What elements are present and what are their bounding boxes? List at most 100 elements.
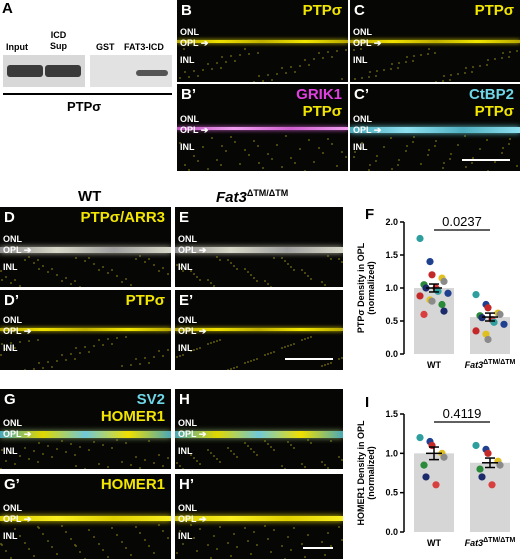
retina-layer-labels: ONL OPL ➔ INL: [178, 503, 207, 541]
micrograph-panel-e2: E’ ONL OPL ➔ INL: [175, 290, 343, 370]
opl-signal-band: [0, 328, 171, 331]
retina-layer-labels: ONL OPL ➔ INL: [3, 315, 32, 353]
panel-label: H: [179, 391, 190, 408]
opl-signal-band: [350, 40, 520, 43]
data-point: [472, 441, 480, 450]
retina-layer-labels: ONL OPL ➔ INL: [178, 315, 207, 353]
chart-i: HOMER1 Density in OPL(normalized) 0.0 0.5 1…: [356, 406, 516, 548]
data-point: [472, 327, 480, 335]
micrograph-panel-c: C PTPσ ONL OPL ➔ INL: [350, 0, 520, 82]
panel-label: B: [181, 2, 192, 19]
retina-layer-labels: ONL OPL ➔ INL: [178, 234, 207, 272]
blot-image-left: [3, 55, 85, 87]
data-point: [416, 234, 424, 243]
y-tick-label: 0.5: [385, 316, 398, 326]
y-tick-label: 1.5: [385, 250, 398, 260]
y-tick-label: 2.0: [385, 217, 398, 227]
stain-label: PTPσ: [125, 292, 165, 309]
column-header-mutant: Fat3ΔTM/ΔTM: [216, 188, 289, 206]
p-value: 0.0237: [442, 214, 482, 229]
y-tick-label: 0.0: [385, 349, 398, 359]
opl-signal-band: [0, 431, 171, 438]
data-point: [484, 304, 492, 312]
panel-label: G’: [4, 476, 20, 493]
data-point: [444, 289, 452, 297]
y-tick-label: 1.0: [385, 448, 398, 458]
data-point: [440, 307, 448, 315]
blot-lane-fat3-icd: FAT3-ICD: [124, 42, 164, 52]
data-point: [438, 300, 446, 309]
data-point: [416, 292, 424, 300]
retina-layer-labels: ONL OPL ➔ INL: [3, 234, 32, 272]
retina-layer-labels: ONL OPL ➔ INL: [3, 418, 32, 456]
stain-label: HOMER1: [100, 476, 165, 493]
data-point: [422, 473, 430, 481]
data-point: [496, 310, 504, 318]
panel-label: G: [4, 391, 16, 408]
panel-label: D: [4, 209, 15, 226]
x-category-label: WT: [427, 538, 441, 548]
panel-label: C’: [354, 86, 369, 103]
opl-signal-band: [0, 247, 171, 253]
data-point: [426, 258, 434, 266]
panel-label: E’: [179, 292, 194, 309]
y-axis-title: PTPσ Density in OPL(normalized): [356, 242, 376, 333]
opl-signal-band: [175, 431, 343, 438]
micrograph-panel-e: E ONL OPL ➔ INL: [175, 207, 343, 287]
scale-bar: [285, 358, 333, 360]
chart-f: PTPσ Density in OPL(normalized) 0.0 0.5 1.0…: [356, 214, 516, 370]
blot-caption: PTPσ: [67, 99, 102, 114]
opl-signal-band: [177, 40, 348, 43]
data-point: [496, 461, 504, 469]
scale-bar: [303, 547, 333, 549]
y-axis-title: HOMER1 Density in OPL(normalized): [356, 420, 376, 526]
micrograph-panel-d: D PTPσ/ARR3 ONL OPL ➔ INL: [0, 207, 171, 287]
micrograph-panel-h: H ONL OPL ➔ INL: [175, 389, 343, 469]
data-point: [484, 335, 492, 344]
stain-label: PTPσ: [474, 2, 514, 19]
blot-image-right: [90, 55, 172, 87]
panel-label: C: [354, 2, 365, 19]
y-tick-label: 1.5: [385, 409, 398, 419]
stain-label: CtBP2 PTPσ: [468, 86, 514, 120]
y-tick-label: 1.0: [385, 283, 398, 293]
retina-layer-labels: ONL OPL ➔ INL: [178, 418, 207, 456]
retina-layer-labels: ONL OPL ➔ INL: [353, 114, 382, 152]
panel-label: B’: [181, 86, 196, 103]
data-point: [500, 320, 508, 328]
panel-i-label: I: [365, 394, 370, 411]
data-point: [440, 277, 448, 285]
column-header-wt: WT: [78, 188, 102, 205]
panel-label: E: [179, 209, 190, 226]
retina-layer-labels: ONL OPL ➔ INL: [353, 27, 382, 65]
blot-lane-gst: GST: [96, 42, 115, 52]
data-point: [476, 465, 484, 473]
panel-label: D’: [4, 292, 19, 309]
micrograph-panel-d2: D’ PTPσ ONL OPL ➔ INL: [0, 290, 171, 370]
micrograph-panel-c2: C’ CtBP2 PTPσ ONL OPL ➔ INL: [350, 84, 520, 171]
scale-bar: [462, 159, 510, 161]
retina-layer-labels: ONL OPL ➔ INL: [180, 27, 209, 65]
panel-label: H’: [179, 476, 194, 493]
retina-layer-labels: ONL OPL ➔ INL: [180, 114, 209, 152]
data-point: [490, 318, 498, 326]
opl-signal-band: [175, 247, 343, 253]
stain-label: PTPσ: [302, 2, 342, 19]
bar: [414, 453, 454, 532]
y-tick-label: 0.5: [385, 488, 398, 498]
data-point: [478, 473, 486, 481]
opl-signal-band: [177, 127, 348, 130]
opl-signal-band: [350, 127, 520, 133]
stain-label: PTPσ/ARR3: [80, 209, 165, 226]
x-category-label: Fat3ΔTM/ΔTM: [465, 537, 516, 548]
data-point: [488, 481, 496, 489]
data-point: [484, 449, 492, 457]
panel-a-label: A: [2, 0, 13, 17]
data-point: [428, 271, 436, 279]
x-category-label: Fat3ΔTM/ΔTM: [465, 359, 516, 370]
p-value: 0.4119: [443, 406, 482, 421]
data-point: [416, 434, 424, 442]
x-category-label: WT: [427, 360, 441, 370]
data-point: [428, 297, 436, 305]
opl-signal-band: [175, 328, 343, 331]
